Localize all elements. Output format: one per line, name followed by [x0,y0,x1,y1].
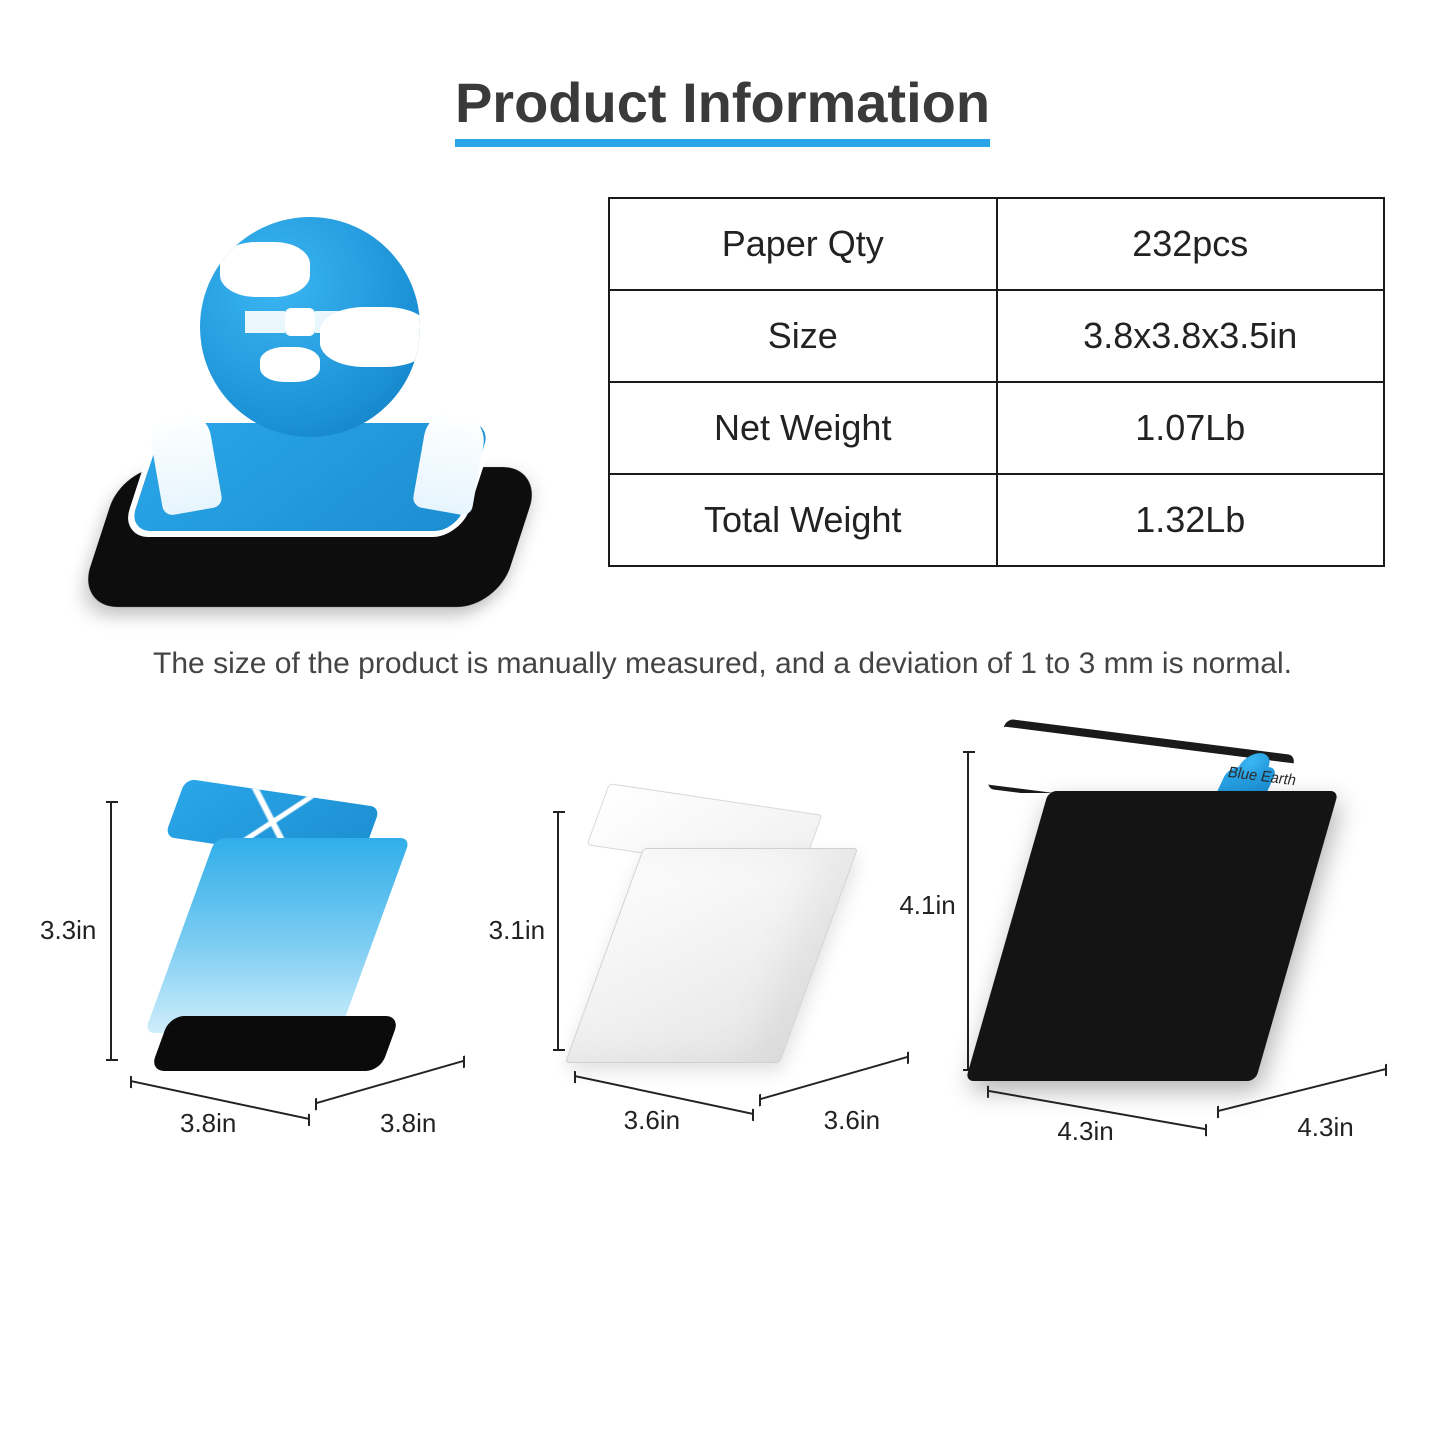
product-main-illustration [60,187,578,617]
dimension-depth: 3.6in [824,1105,880,1136]
dimension-line [759,1055,909,1100]
dimension-width: 3.6in [624,1105,680,1136]
spec-value: 3.8x3.8x3.5in [997,290,1385,382]
spec-table: Paper Qty 232pcs Size 3.8x3.8x3.5in Net … [608,197,1385,567]
spec-value: 1.07Lb [997,382,1385,474]
dimension-line [110,801,112,1061]
dimension-depth: 3.8in [380,1108,436,1139]
package-clear-cover: 3.1in 3.6in 3.6in [489,721,918,1141]
dimension-height: 3.3in [40,915,96,946]
dimension-line [967,751,969,1071]
package-gift-box: 4.1in Blue Earth 4.3in 4.3in [927,721,1395,1141]
spec-label: Size [609,290,997,382]
spec-value: 232pcs [997,198,1385,290]
dimension-width: 4.3in [1057,1116,1113,1147]
clear-cover-body [565,848,858,1063]
disclaimer-text: The size of the product is manually meas… [80,647,1365,681]
dimension-depth: 4.3in [1297,1112,1353,1143]
spec-value: 1.32Lb [997,474,1385,566]
dimension-line [557,811,559,1051]
memo-stack-body [145,838,411,1033]
package-memo-stack: 3.3in 3.8in 3.8in [50,721,479,1141]
page-title: Product Information [455,70,990,147]
dimension-height: 4.1in [899,890,955,921]
table-row: Paper Qty 232pcs [609,198,1384,290]
spec-label: Paper Qty [609,198,997,290]
satellite-icon [240,307,360,337]
table-row: Size 3.8x3.8x3.5in [609,290,1384,382]
spec-label: Total Weight [609,474,997,566]
spec-label: Net Weight [609,382,997,474]
dimension-height: 3.1in [489,915,545,946]
dimension-width: 3.8in [180,1108,236,1139]
memo-stack-base [150,1016,400,1071]
table-row: Net Weight 1.07Lb [609,382,1384,474]
table-row: Total Weight 1.32Lb [609,474,1384,566]
